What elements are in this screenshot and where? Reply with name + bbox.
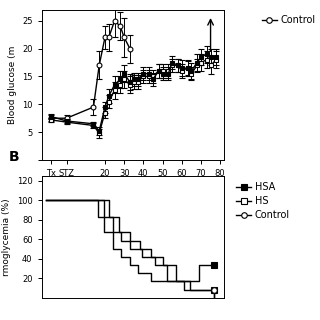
Legend: HSA, HS, Control: HSA, HS, Control (233, 179, 294, 224)
X-axis label: Time (days): Time (days) (98, 184, 167, 194)
Text: B: B (9, 150, 20, 164)
Y-axis label: rmoglycemia (%): rmoglycemia (%) (2, 198, 11, 276)
Y-axis label: Blood glucose (m: Blood glucose (m (7, 46, 17, 124)
Legend: Control: Control (258, 12, 319, 29)
